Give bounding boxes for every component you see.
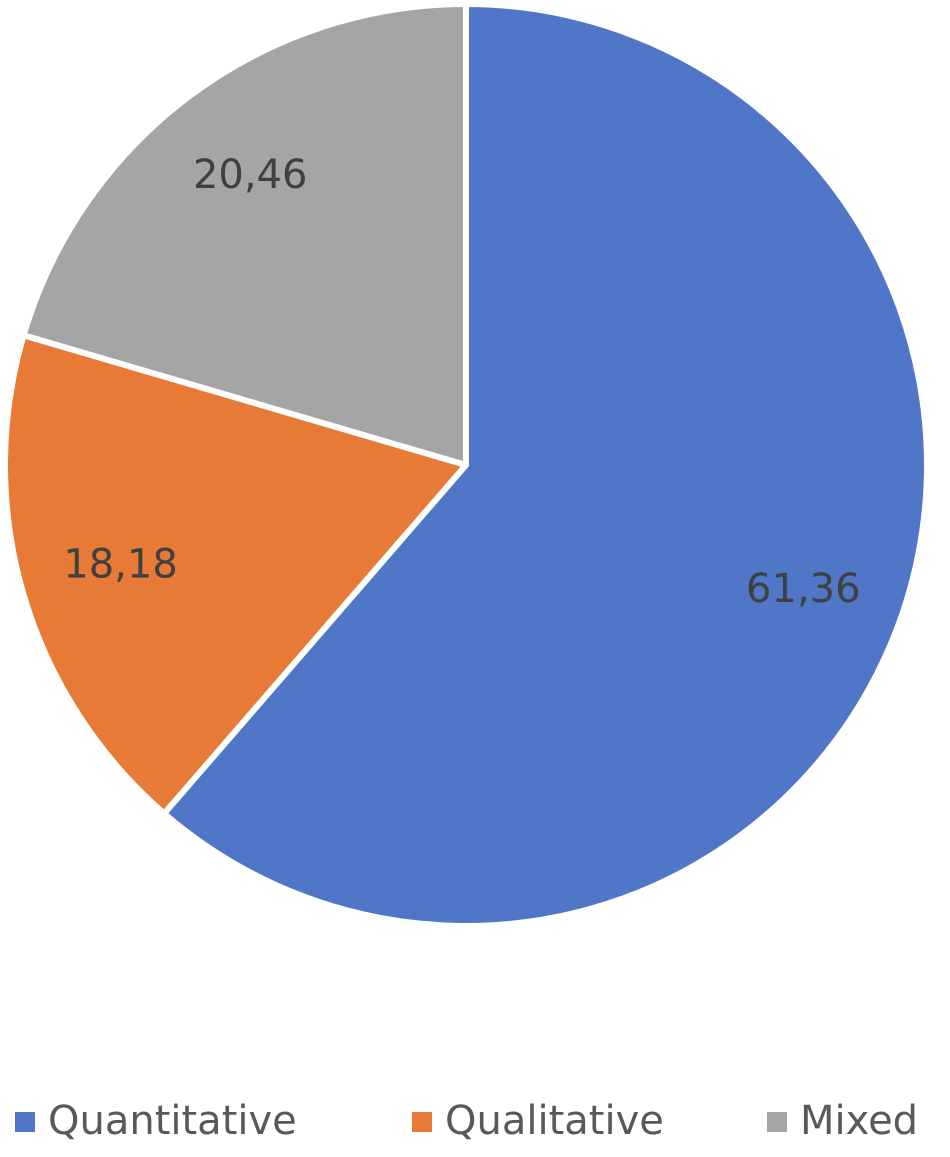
data-label: 18,18	[63, 542, 178, 588]
pie-slice	[20, 1, 469, 468]
data-label: 20,46	[193, 152, 308, 198]
pie-slice	[161, 1, 930, 929]
pie-slice	[2, 332, 469, 817]
legend-swatch	[412, 1112, 432, 1132]
legend-swatch	[767, 1112, 787, 1132]
legend-label: Quantitative	[48, 1098, 297, 1144]
data-label: 61,36	[746, 566, 861, 612]
legend-label: Qualitative	[445, 1098, 664, 1144]
legend-label: Mixed	[800, 1098, 918, 1144]
legend-swatch	[15, 1112, 35, 1132]
